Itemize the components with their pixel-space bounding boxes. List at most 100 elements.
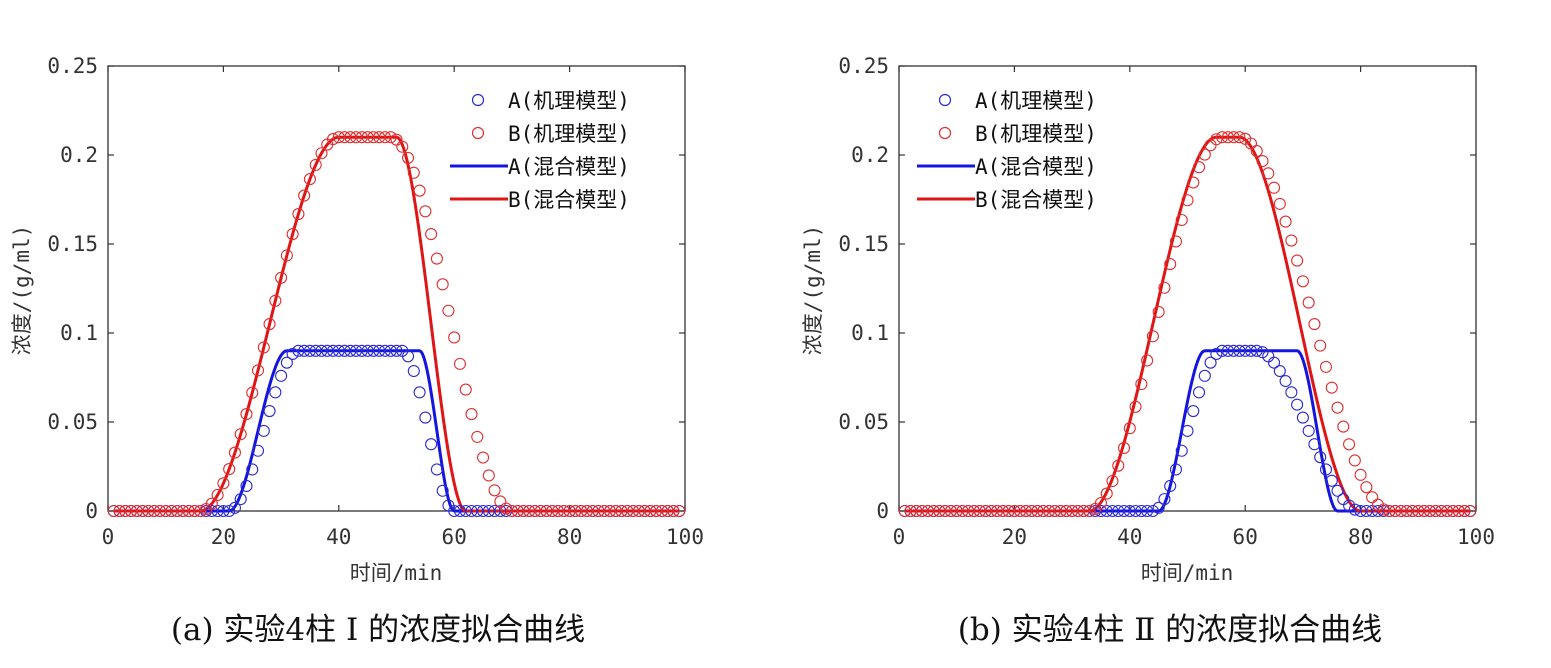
data-point-b-1-97 [1458, 504, 1471, 518]
data-point-b-1-49 [1181, 194, 1194, 207]
data-point-a-1-56 [430, 252, 443, 265]
data-point-a-1-17 [205, 497, 218, 510]
data-point-b-1-66 [1279, 215, 1292, 228]
x-tick-label-b-5: 100 [1457, 525, 1495, 549]
x-tick-label-b-4: 80 [1348, 525, 1373, 549]
data-point-b-0-48 [1175, 444, 1188, 457]
data-point-b-1-41 [1135, 378, 1148, 391]
legend-label-a-0: A(机理模型) [508, 89, 630, 113]
data-point-a-0-23 [240, 479, 253, 493]
data-point-a-0-53 [413, 386, 426, 399]
y-tick-label-b-3: 0.15 [838, 232, 889, 256]
data-point-a-0-31 [286, 347, 299, 361]
data-point-b-0-72 [1314, 451, 1327, 464]
x-tick-label-b-2: 40 [1117, 525, 1142, 549]
data-point-a-1-50 [396, 140, 409, 153]
data-point-a-0-21 [228, 501, 241, 514]
y-tick-label-b-0: 0 [876, 499, 889, 523]
data-point-b-1-64 [1268, 181, 1281, 194]
data-point-b-1-43 [1146, 330, 1159, 343]
data-point-a-1-32 [292, 208, 305, 221]
series-markers-b-1 [898, 131, 1477, 518]
data-point-b-1-31 [1077, 504, 1090, 518]
legend-a: A(机理模型) B(机理模型) A(混合模型) B(混合模型) [450, 89, 630, 212]
x-tick-label-a-5: 100 [666, 525, 704, 549]
data-point-a-1-18 [211, 488, 224, 501]
data-point-b-1-52 [1198, 148, 1211, 161]
x-ticks-a: 0 20 40 60 80 100 [102, 66, 704, 549]
data-point-a-1-15 [194, 504, 207, 518]
data-point-a-0-55 [425, 438, 438, 451]
data-point-b-0-69 [1296, 411, 1309, 424]
data-point-a-1-21 [228, 446, 241, 459]
data-point-b-1-57 [1227, 131, 1240, 144]
x-tick-label-b-1: 20 [1002, 525, 1027, 549]
data-point-b-1-78 [1348, 454, 1361, 467]
data-point-b-1-77 [1343, 438, 1356, 451]
x-ticks-b: 0 20 40 60 80 100 [893, 66, 1495, 549]
y-axis-label-b: 浓度/(g/ml) [801, 225, 825, 356]
data-point-b-1-45 [1158, 281, 1171, 294]
data-point-b-1-37 [1112, 459, 1125, 472]
data-point-b-0-67 [1285, 386, 1298, 399]
y-tick-label-b-1: 0.05 [838, 410, 889, 434]
data-point-a-1-35 [309, 158, 322, 171]
legend-marker-a-1 [471, 126, 485, 140]
data-point-b-0-74 [1325, 474, 1338, 487]
data-point-b-1-51 [1192, 161, 1206, 174]
data-point-b-1-76 [1337, 420, 1350, 433]
y-tick-label-b-5: 0.25 [838, 54, 889, 78]
data-point-a-0-56 [430, 463, 443, 476]
data-point-a-1-14 [188, 504, 201, 518]
y-tick-label-a-3: 0.15 [47, 232, 98, 256]
data-point-b-1-75 [1331, 401, 1344, 414]
y-ticks-a: 0 0.05 0.1 0.15 0.2 0.25 [47, 54, 685, 523]
legend-b: A(机理模型) B(机理模型) A(混合模型) B(混合模型) [917, 89, 1097, 212]
caption-b: (b) 实验4柱 Ⅱ 的浓度拟合曲线 [958, 612, 1382, 648]
legend-label-a-2: A(混合模型) [508, 155, 630, 179]
data-point-b-1-74 [1325, 381, 1338, 394]
data-point-b-1-39 [1123, 422, 1136, 435]
data-point-a-1-98 [673, 504, 686, 518]
data-point-b-1-62 [1256, 154, 1269, 168]
data-point-a-1-30 [280, 249, 293, 262]
legend-label-a-1: B(机理模型) [508, 122, 630, 146]
data-point-b-1-40 [1129, 400, 1142, 413]
data-point-b-1-58 [1233, 131, 1246, 144]
data-point-a-1-52 [407, 166, 420, 179]
data-point-a-1-68 [500, 502, 513, 515]
data-point-a-0-24 [246, 463, 259, 476]
data-point-a-1-48 [384, 131, 397, 144]
data-point-a-1-25 [251, 364, 265, 377]
data-point-b-0-46 [1164, 479, 1177, 493]
data-point-a-1-19 [217, 477, 230, 490]
data-point-a-0-26 [257, 424, 270, 437]
data-point-a-1-33 [298, 189, 311, 202]
data-point-a-1-20 [223, 463, 236, 476]
data-point-b-1-83 [1377, 503, 1390, 516]
data-point-b-0-71 [1308, 438, 1321, 451]
data-point-a-1-63 [471, 430, 484, 443]
data-point-b-0-45 [1158, 493, 1171, 506]
data-point-b-1-38 [1117, 441, 1131, 455]
data-point-b-1-63 [1262, 167, 1275, 180]
data-point-a-1-64 [476, 451, 490, 464]
data-point-a-1-34 [303, 173, 317, 186]
data-point-b-0-75 [1331, 484, 1344, 497]
data-point-b-0-73 [1319, 463, 1333, 476]
x-axis-label-a: 时间/min [350, 561, 443, 585]
legend-marker-b-0 [938, 93, 952, 107]
series-line-b-2 [904, 349, 1471, 513]
data-point-a-0-28 [269, 386, 282, 399]
data-point-a-1-59 [448, 331, 461, 344]
data-point-a-1-26 [257, 341, 270, 354]
data-point-b-1-42 [1141, 354, 1154, 367]
legend-label-b-0: A(机理模型) [975, 89, 1097, 113]
data-point-b-0-47 [1169, 463, 1183, 476]
y-tick-label-a-0: 0 [85, 499, 98, 523]
data-point-a-1-61 [459, 383, 472, 396]
data-point-a-0-29 [275, 369, 288, 382]
data-point-b-0-44 [1152, 501, 1165, 514]
data-point-a-0-52 [407, 364, 420, 378]
data-point-b-1-79 [1354, 468, 1367, 481]
